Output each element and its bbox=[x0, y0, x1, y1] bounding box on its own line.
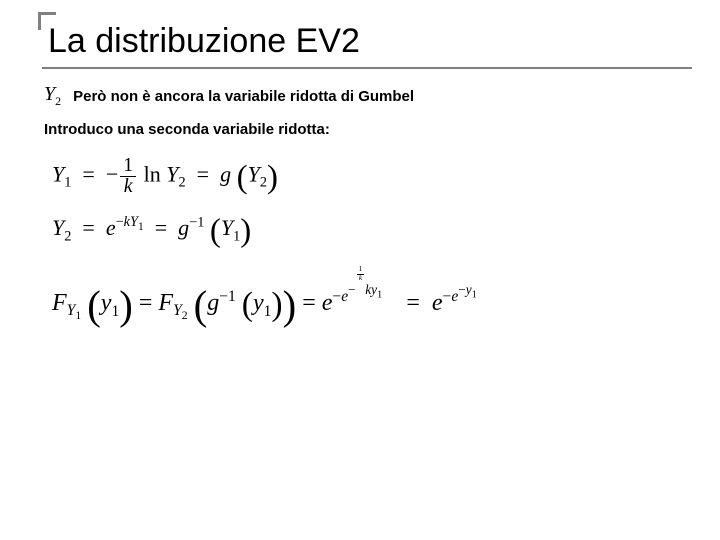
eq2-g-sup: −1 bbox=[189, 214, 204, 230]
line2-text: Introduco una seconda variabile ridotta: bbox=[44, 121, 684, 138]
eq3-g: g bbox=[207, 290, 219, 316]
eq2-exp: −kY1 bbox=[116, 214, 144, 230]
eq3-exp2-minus2: − bbox=[458, 282, 465, 297]
eq3-e2: e bbox=[432, 290, 443, 316]
eq3-equals-2: = bbox=[302, 290, 316, 316]
eq1-equals-1: = bbox=[82, 161, 94, 186]
eq3-F1-sub: Y1 bbox=[67, 302, 82, 319]
eq3-exp1-frac: 1k bbox=[357, 266, 365, 282]
eq3-exp1-ysub: 1 bbox=[377, 290, 382, 301]
eq3-lparen1: ( bbox=[87, 283, 101, 328]
eq3-rparen2: ) bbox=[283, 283, 297, 328]
content-area: Y2 Però non è ancora la variabile ridott… bbox=[38, 69, 692, 329]
eq2-equals-1: = bbox=[82, 215, 94, 240]
equation-y1: Y1 = −1k ln Y2 = g (Y2) bbox=[52, 156, 684, 197]
eq1-lhs-sub: 1 bbox=[64, 175, 71, 191]
eq3-exp1-frac-den: k bbox=[357, 274, 365, 282]
eq2-exp-Y: Y bbox=[130, 214, 138, 230]
eq1-minus: − bbox=[106, 161, 118, 186]
eq3-e1: e bbox=[322, 290, 333, 316]
slide-title: La distribuzione EV2 bbox=[42, 16, 692, 65]
equation-F: FY1 (y1) = FY2 (g−1 (y1)) = e−e−1kky1 = … bbox=[52, 282, 684, 329]
eq3-y1: y bbox=[101, 290, 112, 316]
eq3-exp2: −e−y1 bbox=[443, 288, 477, 305]
eq3-exp2-minus1: − bbox=[443, 288, 452, 305]
line1-text: Però non è ancora la variabile ridotta d… bbox=[73, 88, 414, 105]
corner-tick-left bbox=[38, 12, 41, 30]
eq2-lparen: ( bbox=[210, 213, 221, 249]
eq3-equals-3: = bbox=[406, 290, 420, 316]
eq3-exp1-inner: −1kky1 bbox=[348, 282, 382, 297]
eq1-frac-den: k bbox=[120, 176, 136, 197]
eq2-lhs-sub: 2 bbox=[64, 228, 71, 244]
eq3-equals-1: = bbox=[139, 290, 153, 316]
eq1-lhs-var: Y bbox=[52, 161, 64, 186]
eq3-exp2-inner: −y1 bbox=[458, 282, 477, 297]
y2-sub: 2 bbox=[55, 94, 61, 108]
eq3-F2: F bbox=[158, 290, 173, 316]
eq3-lparen3: ( bbox=[242, 286, 253, 323]
eq1-g: g bbox=[220, 161, 231, 186]
eq3-F2-sub-Y: Y bbox=[173, 302, 182, 319]
eq3-F2-sub: Y2 bbox=[173, 302, 188, 319]
eq3-lparen2: ( bbox=[194, 283, 208, 328]
eq3-exp2-ysub: 1 bbox=[472, 290, 477, 301]
eq2-exp-minus: − bbox=[116, 214, 124, 230]
eq3-F1: F bbox=[52, 290, 67, 316]
eq1-rparen: ) bbox=[267, 159, 278, 195]
slide: La distribuzione EV2 Y2 Però non è ancor… bbox=[0, 0, 720, 540]
y2-var: Y bbox=[44, 83, 55, 105]
eq3-rparen3: ) bbox=[271, 286, 282, 323]
eq1-frac: 1k bbox=[120, 156, 136, 197]
equation-y2: Y2 = e−kY1 = g−1 (Y1) bbox=[52, 213, 684, 250]
eq2-e: e bbox=[106, 215, 116, 240]
eq1-ln: ln bbox=[144, 161, 161, 186]
eq1-frac-num: 1 bbox=[120, 156, 136, 176]
eq3-rparen1: ) bbox=[119, 283, 133, 328]
eq2-exp-sub: 1 bbox=[138, 221, 144, 233]
eq1-rhs1-sub: 2 bbox=[179, 175, 186, 191]
eq1-equals-2: = bbox=[197, 161, 209, 186]
eq3-g-sup: −1 bbox=[219, 288, 236, 305]
eq2-equals-2: = bbox=[155, 215, 167, 240]
eq2-rparen: ) bbox=[240, 213, 251, 249]
line-1: Y2 Però non è ancora la variabile ridott… bbox=[44, 83, 684, 109]
title-underline bbox=[42, 67, 692, 69]
eq3-exp1-minus1: − bbox=[332, 288, 341, 305]
eq2-g: g bbox=[178, 215, 189, 240]
eq3-F2-sub-2: 2 bbox=[182, 310, 188, 323]
eq1-arg-sub: 2 bbox=[260, 175, 267, 191]
eq1-arg-var: Y bbox=[248, 161, 260, 186]
eq2-lhs-var: Y bbox=[52, 215, 64, 240]
eq3-F1-sub-1: 1 bbox=[75, 310, 81, 323]
eq1-lparen: ( bbox=[237, 159, 248, 195]
eq3-exp1-minus2: − bbox=[348, 282, 355, 297]
eq3-exp1: −e−1kky1 bbox=[332, 288, 382, 305]
title-block: La distribuzione EV2 bbox=[38, 12, 692, 69]
eq1-rhs1-var: Y bbox=[166, 161, 178, 186]
eq2-arg-var: Y bbox=[221, 215, 233, 240]
eq3-exp1-frac-num: 1 bbox=[357, 266, 365, 273]
symbol-y2: Y2 bbox=[44, 83, 61, 109]
eq3-y2: y bbox=[253, 290, 264, 316]
